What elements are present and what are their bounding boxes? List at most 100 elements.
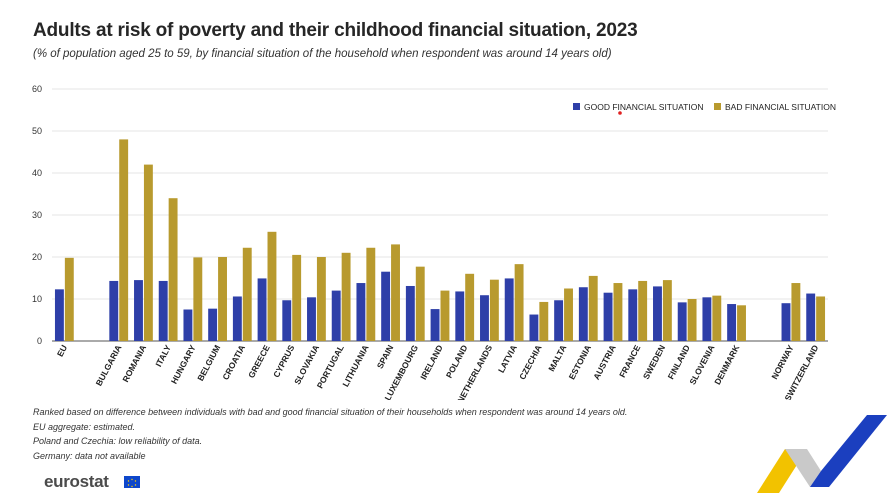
bar-bad-lithuania[interactable]	[366, 247, 376, 341]
x-tick-label-greece: GREECE	[246, 343, 272, 380]
bar-good-lithuania[interactable]	[356, 283, 366, 341]
x-tick-label-bulgaria: BULGARIA	[94, 343, 124, 387]
bar-good-croatia[interactable]	[232, 296, 242, 341]
bar-bad-portugal[interactable]	[341, 252, 351, 341]
bar-good-netherlands[interactable]	[480, 295, 489, 341]
y-tick-label: 0	[37, 336, 42, 346]
eurostat-logo: eurostat	[44, 472, 109, 491]
bar-good-malta[interactable]	[554, 300, 564, 341]
bar-bad-sweden[interactable]	[662, 280, 672, 341]
bar-good-italy[interactable]	[158, 280, 168, 341]
note-reliability: Poland and Czechia: low reliability of d…	[33, 436, 203, 446]
y-tick-label: 10	[32, 294, 42, 304]
legend-label-bad: BAD FINANCIAL SITUATION	[725, 102, 836, 112]
bar-bad-estonia[interactable]	[588, 275, 598, 341]
bar-good-spain[interactable]	[381, 271, 391, 341]
x-tick-label-spain: SPAIN	[375, 343, 396, 370]
legend-marker-dot	[618, 111, 622, 115]
bar-good-romania[interactable]	[134, 280, 143, 341]
bar-good-switzerland[interactable]	[806, 293, 816, 341]
note-ranking: Ranked based on difference between indiv…	[33, 407, 628, 417]
bar-good-ireland[interactable]	[430, 309, 440, 341]
bar-good-cyprus[interactable]	[282, 300, 292, 341]
bar-good-czechia[interactable]	[529, 314, 539, 341]
bar-bad-slovakia[interactable]	[316, 257, 326, 341]
bar-bad-belgium[interactable]	[218, 257, 227, 341]
bar-good-poland[interactable]	[455, 291, 465, 341]
bar-bad-finland[interactable]	[687, 299, 697, 341]
bar-bad-denmark[interactable]	[737, 305, 746, 341]
note-germany: Germany: data not available	[33, 450, 146, 461]
x-tick-label-cyprus: CYPRUS	[271, 343, 297, 379]
chart-subtitle: (% of population aged 25 to 59, by finan…	[33, 48, 612, 60]
legend-swatch-good	[573, 103, 580, 110]
bar-good-france[interactable]	[628, 289, 638, 341]
y-tick-label: 50	[32, 126, 42, 136]
bar-good-slovakia[interactable]	[307, 297, 316, 341]
bar-bad-france[interactable]	[638, 280, 648, 341]
bar-good-sweden[interactable]	[653, 286, 662, 341]
legend-swatch-bad	[714, 103, 721, 110]
bar-good-estonia[interactable]	[578, 287, 588, 341]
y-tick-label: 40	[32, 168, 42, 178]
bar-bad-ireland[interactable]	[440, 290, 450, 341]
bar-bad-greece[interactable]	[267, 231, 277, 341]
bar-good-hungary[interactable]	[183, 309, 193, 342]
bar-bad-romania[interactable]	[143, 164, 153, 341]
bar-good-luxembourg[interactable]	[405, 285, 415, 341]
x-tick-label-hungary: HUNGARY	[169, 343, 198, 386]
x-tick-label-estonia: ESTONIA	[567, 343, 594, 381]
eu-flag-icon	[124, 476, 140, 488]
bar-good-greece[interactable]	[257, 278, 267, 341]
bar-good-norway[interactable]	[781, 303, 791, 341]
bar-bad-slovenia[interactable]	[712, 295, 722, 341]
bar-bad-norway[interactable]	[791, 283, 801, 341]
bar-good-belgium[interactable]	[208, 308, 218, 341]
bar-good-portugal[interactable]	[331, 290, 341, 341]
x-tick-label-poland: POLAND	[444, 343, 470, 379]
legend: GOOD FINANCIAL SITUATION BAD FINANCIAL S…	[573, 102, 836, 115]
bar-bad-croatia[interactable]	[242, 247, 252, 341]
bar-good-finland[interactable]	[677, 302, 687, 341]
decorative-chevron-graphic	[757, 415, 887, 493]
x-tick-label-lithuania: LITHUANIA	[340, 343, 370, 388]
x-tick-label-italy: ITALY	[153, 343, 173, 368]
bar-bad-eu[interactable]	[64, 257, 74, 341]
bar-good-latvia[interactable]	[504, 278, 514, 341]
bar-bad-poland[interactable]	[465, 273, 475, 341]
chart-title: Adults at risk of poverty and their chil…	[33, 20, 638, 41]
x-tick-label-croatia: CROATIA	[220, 343, 247, 381]
bar-bad-luxembourg[interactable]	[415, 266, 425, 341]
bar-bad-latvia[interactable]	[514, 264, 524, 341]
x-tick-label-belgium: BELGIUM	[195, 343, 222, 382]
bar-bad-switzerland[interactable]	[816, 296, 826, 341]
bar-good-bulgaria[interactable]	[109, 280, 119, 341]
legend-label-good: GOOD FINANCIAL SITUATION	[584, 102, 703, 112]
y-tick-label: 60	[32, 84, 42, 94]
y-tick-label: 20	[32, 252, 42, 262]
x-tick-label-sweden: SWEDEN	[641, 343, 667, 381]
bar-bad-italy[interactable]	[168, 198, 178, 341]
x-tick-label-malta: MALTA	[546, 343, 568, 373]
note-eu-aggregate: EU aggregate: estimated.	[33, 421, 136, 432]
x-tick-label-czechia: CZECHIA	[517, 343, 544, 381]
bar-good-denmark[interactable]	[727, 304, 737, 341]
bar-bad-malta[interactable]	[564, 288, 573, 342]
bar-bad-netherlands[interactable]	[489, 279, 499, 341]
bar-good-eu[interactable]	[54, 289, 64, 341]
y-tick-label: 30	[32, 210, 42, 220]
bar-good-slovenia[interactable]	[702, 297, 712, 341]
bar-bad-cyprus[interactable]	[292, 254, 302, 341]
bar-bad-bulgaria[interactable]	[119, 139, 129, 341]
bar-bad-austria[interactable]	[613, 283, 623, 341]
x-tick-label-romania: ROMANIA	[120, 343, 148, 384]
x-tick-label-finland: FINLAND	[666, 343, 692, 381]
bar-bad-czechia[interactable]	[539, 301, 549, 341]
x-tick-label-eu: EU	[55, 343, 69, 358]
x-tick-label-denmark: DENMARK	[712, 342, 742, 386]
bar-bad-hungary[interactable]	[193, 257, 203, 341]
bar-good-austria[interactable]	[603, 292, 613, 341]
bar-bad-spain[interactable]	[391, 244, 400, 341]
x-tick-label-norway: NORWAY	[769, 343, 796, 381]
